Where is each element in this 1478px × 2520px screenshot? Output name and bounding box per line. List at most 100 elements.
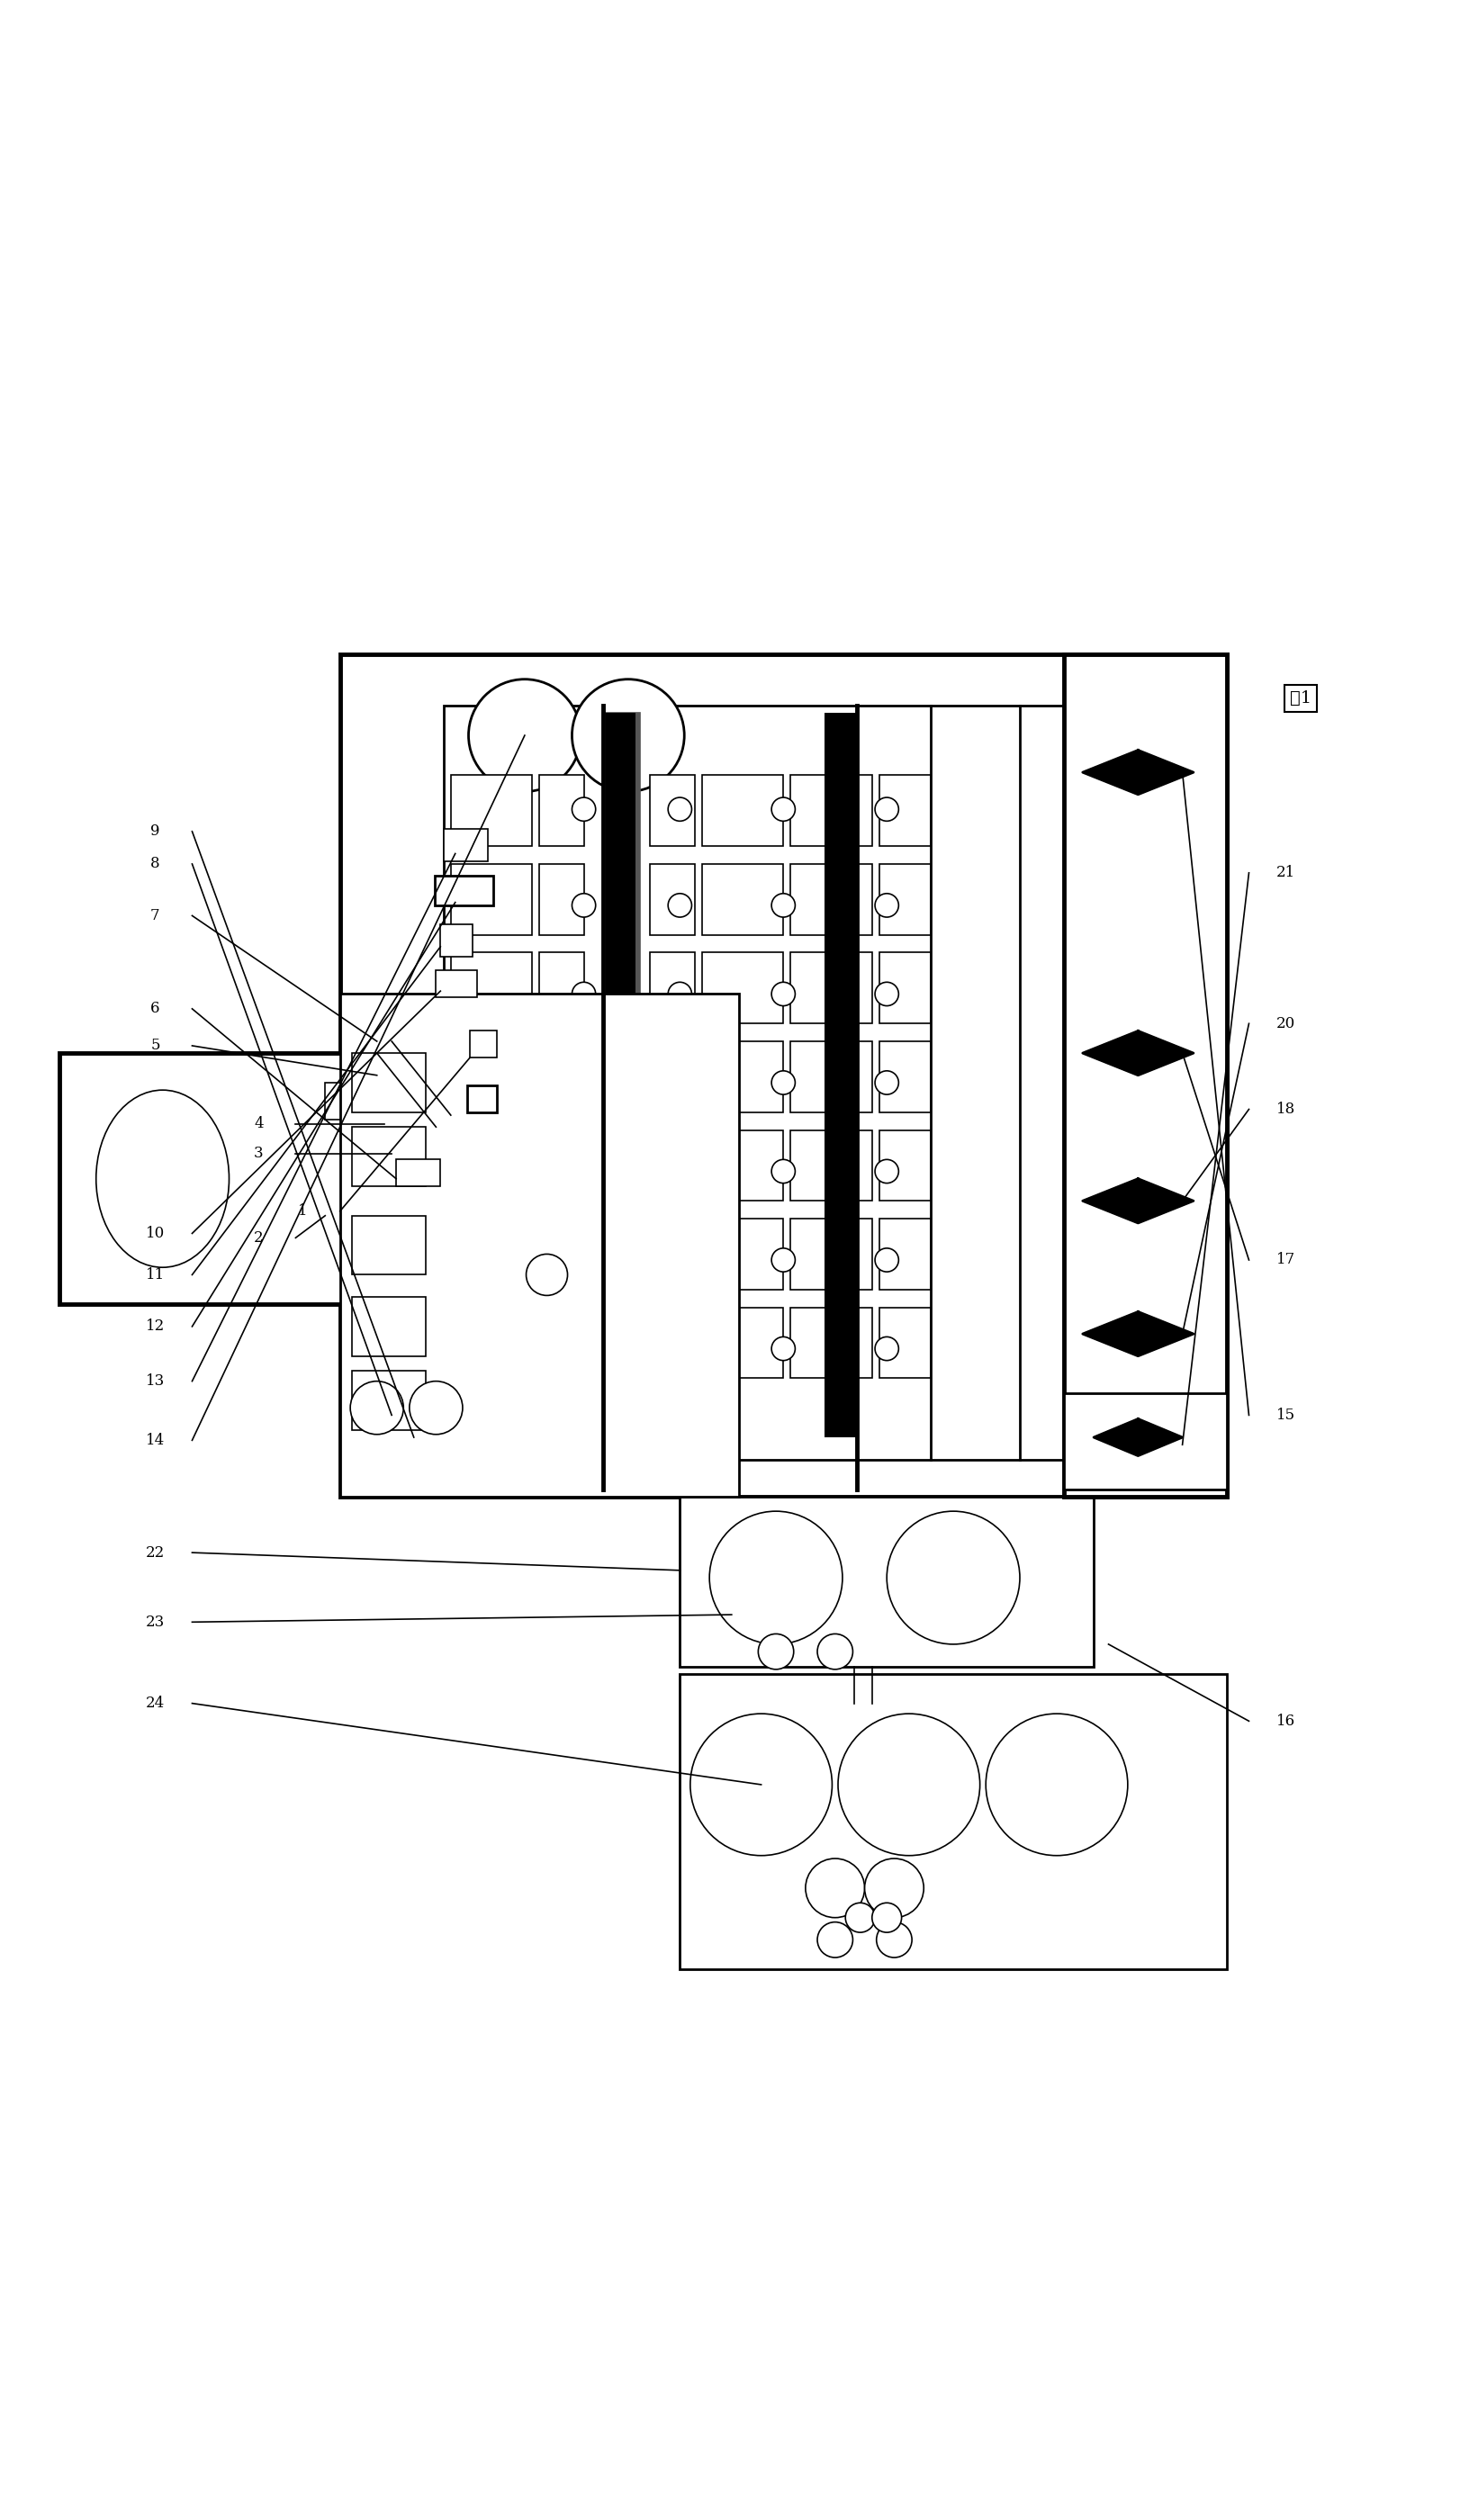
Bar <box>539 864 584 935</box>
Bar <box>443 829 488 862</box>
Circle shape <box>817 1923 853 1958</box>
Bar <box>352 1298 426 1356</box>
Bar <box>451 953 532 1023</box>
Circle shape <box>709 1512 842 1643</box>
Bar <box>340 993 739 1497</box>
Bar <box>352 1215 426 1275</box>
Circle shape <box>572 796 596 822</box>
Circle shape <box>875 983 899 1005</box>
Circle shape <box>817 1633 853 1668</box>
Bar <box>352 1053 426 1111</box>
Bar <box>436 970 477 998</box>
Bar <box>879 776 931 847</box>
Circle shape <box>865 1860 924 1918</box>
Bar <box>396 1159 440 1187</box>
Circle shape <box>772 983 795 1005</box>
Circle shape <box>668 1159 692 1184</box>
Circle shape <box>469 680 581 791</box>
Bar <box>650 864 695 935</box>
Circle shape <box>986 1714 1128 1855</box>
Text: 10: 10 <box>146 1225 164 1240</box>
Text: 9: 9 <box>151 824 160 839</box>
Circle shape <box>572 1336 596 1361</box>
Circle shape <box>562 1416 636 1489</box>
Text: 6: 6 <box>151 1000 160 1016</box>
Bar <box>791 1041 872 1111</box>
Text: 2: 2 <box>254 1230 263 1245</box>
Bar <box>539 1041 584 1111</box>
Bar <box>791 776 872 847</box>
Circle shape <box>572 680 684 791</box>
Bar <box>791 1220 872 1290</box>
Text: 16: 16 <box>1277 1714 1295 1729</box>
Ellipse shape <box>96 1091 229 1268</box>
Bar <box>539 1220 584 1290</box>
Bar <box>451 1129 532 1202</box>
Circle shape <box>668 983 692 1005</box>
Circle shape <box>668 796 692 822</box>
Bar <box>680 1497 1094 1666</box>
Bar <box>1064 655 1227 1497</box>
Bar <box>440 925 473 958</box>
Bar <box>451 1041 532 1111</box>
Bar <box>702 1220 783 1290</box>
Bar <box>451 1220 532 1290</box>
Circle shape <box>668 1247 692 1273</box>
Circle shape <box>845 1903 875 1933</box>
Circle shape <box>572 895 596 917</box>
Circle shape <box>668 1071 692 1094</box>
Circle shape <box>875 796 899 822</box>
Circle shape <box>572 1159 596 1184</box>
Bar <box>650 953 695 1023</box>
Circle shape <box>875 1247 899 1273</box>
Bar <box>650 1220 695 1290</box>
Circle shape <box>838 1714 980 1855</box>
Polygon shape <box>1083 751 1194 794</box>
Text: 5: 5 <box>151 1038 160 1053</box>
Bar <box>702 953 783 1023</box>
Polygon shape <box>1083 1179 1194 1222</box>
Circle shape <box>772 796 795 822</box>
Bar <box>791 953 872 1023</box>
Bar <box>879 864 931 935</box>
Circle shape <box>572 1247 596 1273</box>
Bar <box>470 1031 497 1058</box>
Circle shape <box>572 983 596 1005</box>
Bar <box>352 1371 426 1429</box>
Circle shape <box>875 1159 899 1184</box>
Circle shape <box>772 1336 795 1361</box>
Circle shape <box>772 1247 795 1273</box>
Text: 图1: 图1 <box>1290 690 1311 706</box>
Circle shape <box>772 1159 795 1184</box>
Text: 23: 23 <box>146 1615 164 1630</box>
Bar <box>467 1086 497 1111</box>
Text: 17: 17 <box>1277 1252 1295 1268</box>
Bar <box>879 953 931 1023</box>
Text: 1: 1 <box>299 1205 307 1220</box>
Bar <box>59 1053 355 1305</box>
Circle shape <box>409 1381 463 1434</box>
Bar <box>1064 1394 1227 1489</box>
Bar <box>451 864 532 935</box>
Bar <box>680 1673 1227 1968</box>
Polygon shape <box>1094 1419 1182 1457</box>
Text: 22: 22 <box>146 1545 164 1560</box>
Bar <box>879 1220 931 1290</box>
Text: 3: 3 <box>254 1147 263 1162</box>
Text: 13: 13 <box>146 1373 164 1389</box>
Bar <box>650 776 695 847</box>
Bar <box>539 1308 584 1378</box>
Bar <box>702 776 783 847</box>
Circle shape <box>625 1061 661 1096</box>
Bar <box>539 1129 584 1202</box>
Text: 7: 7 <box>151 907 160 922</box>
Bar <box>451 776 532 847</box>
Circle shape <box>875 895 899 917</box>
Bar <box>650 1308 695 1378</box>
Circle shape <box>350 1381 403 1434</box>
Bar <box>702 1129 783 1202</box>
Bar <box>451 1308 532 1378</box>
Circle shape <box>772 895 795 917</box>
Text: 4: 4 <box>254 1116 263 1131</box>
Circle shape <box>806 1860 865 1918</box>
